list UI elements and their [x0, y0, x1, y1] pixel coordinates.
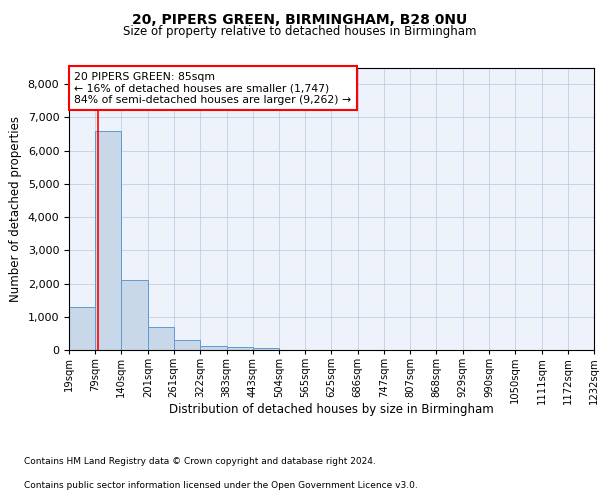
Text: Distribution of detached houses by size in Birmingham: Distribution of detached houses by size … [169, 402, 494, 415]
Text: Contains HM Land Registry data © Crown copyright and database right 2024.: Contains HM Land Registry data © Crown c… [24, 457, 376, 466]
Text: 20, PIPERS GREEN, BIRMINGHAM, B28 0NU: 20, PIPERS GREEN, BIRMINGHAM, B28 0NU [133, 12, 467, 26]
Bar [174, 340, 200, 350]
Text: Size of property relative to detached houses in Birmingham: Size of property relative to detached ho… [123, 25, 477, 38]
Text: 20 PIPERS GREEN: 85sqm
← 16% of detached houses are smaller (1,747)
84% of semi-: 20 PIPERS GREEN: 85sqm ← 16% of detached… [74, 72, 352, 105]
Bar [69, 307, 95, 350]
Bar [121, 280, 148, 350]
Bar [148, 328, 174, 350]
Bar [253, 348, 279, 350]
Text: Contains public sector information licensed under the Open Government Licence v3: Contains public sector information licen… [24, 481, 418, 490]
Bar [200, 346, 227, 350]
Bar [227, 348, 253, 350]
Bar [95, 130, 121, 350]
Y-axis label: Number of detached properties: Number of detached properties [9, 116, 22, 302]
